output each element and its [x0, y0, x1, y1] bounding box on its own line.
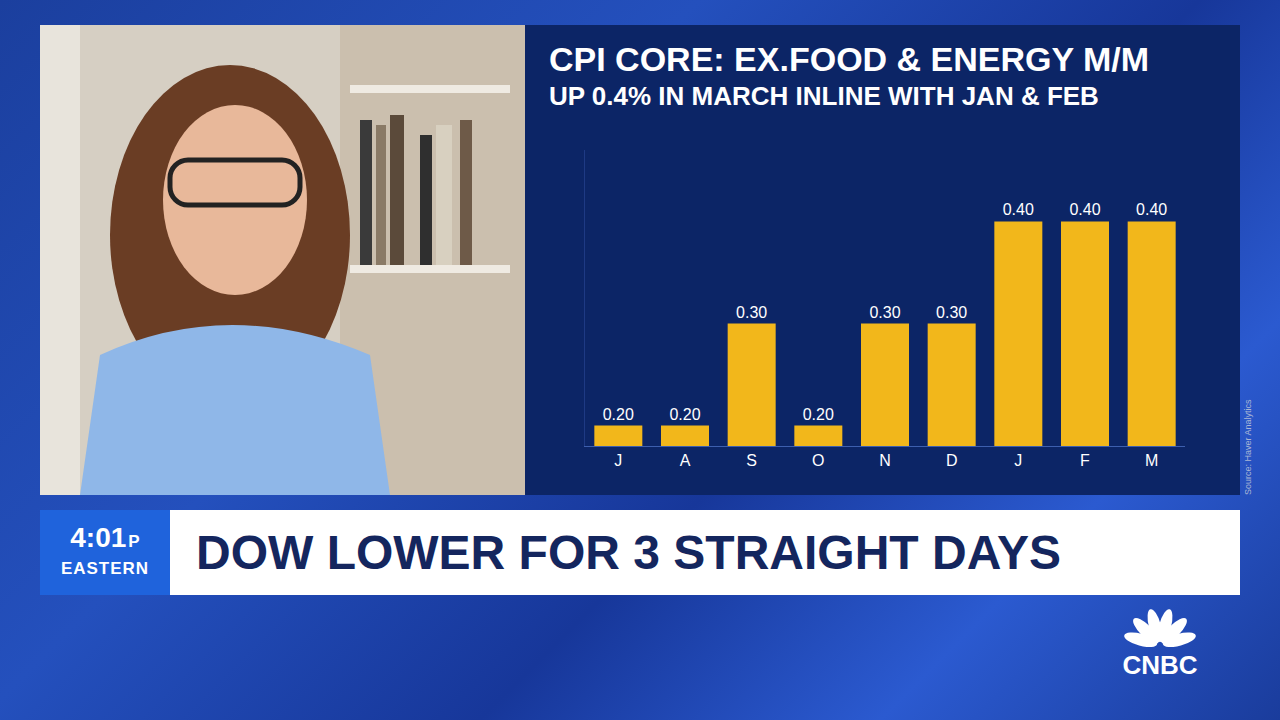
- html-text:CNBC: CNBC: [1122, 650, 1198, 680]
- html-text:Source: Haver Analytics: Source: Haver Analytics: [1243, 399, 1253, 495]
- svg-text:F: F: [1080, 452, 1090, 469]
- svg-text:A: A: [680, 452, 691, 469]
- svg-text:0.20: 0.20: [803, 406, 834, 423]
- svg-text:0.40: 0.40: [1069, 201, 1100, 218]
- html-text:EASTERN: EASTERN: [60, 559, 150, 578]
- svg-text:J: J: [1014, 452, 1022, 469]
- svg-text:O: O: [812, 452, 824, 469]
- svg-text:J: J: [614, 452, 622, 469]
- svg-text:0.20: 0.20: [669, 406, 700, 423]
- html-text:4:01P: 4:01P: [70, 522, 140, 553]
- svg-text:0.40: 0.40: [1136, 201, 1167, 218]
- svg-text:0.20: 0.20: [603, 406, 634, 423]
- svg-text:M: M: [1145, 452, 1158, 469]
- svg-text:N: N: [879, 452, 891, 469]
- svg-text:D: D: [946, 452, 958, 469]
- html-text:DOW LOWER FOR 3 STRAIGHT DAYS: DOW LOWER FOR 3 STRAIGHT DAYS: [196, 526, 1061, 579]
- svg-text:0.40: 0.40: [1003, 201, 1034, 218]
- html-text:CPI CORE: EX.FOOD & ENERGY M/M: CPI CORE: EX.FOOD & ENERGY M/M: [549, 40, 1150, 78]
- svg-text:0.30: 0.30: [936, 304, 967, 321]
- svg-text:0.30: 0.30: [869, 304, 900, 321]
- html-text:UP 0.4% IN MARCH INLINE WITH J: UP 0.4% IN MARCH INLINE WITH JAN & FEB: [549, 81, 1099, 111]
- svg-text:S: S: [746, 452, 757, 469]
- svg-text:0.30: 0.30: [736, 304, 767, 321]
